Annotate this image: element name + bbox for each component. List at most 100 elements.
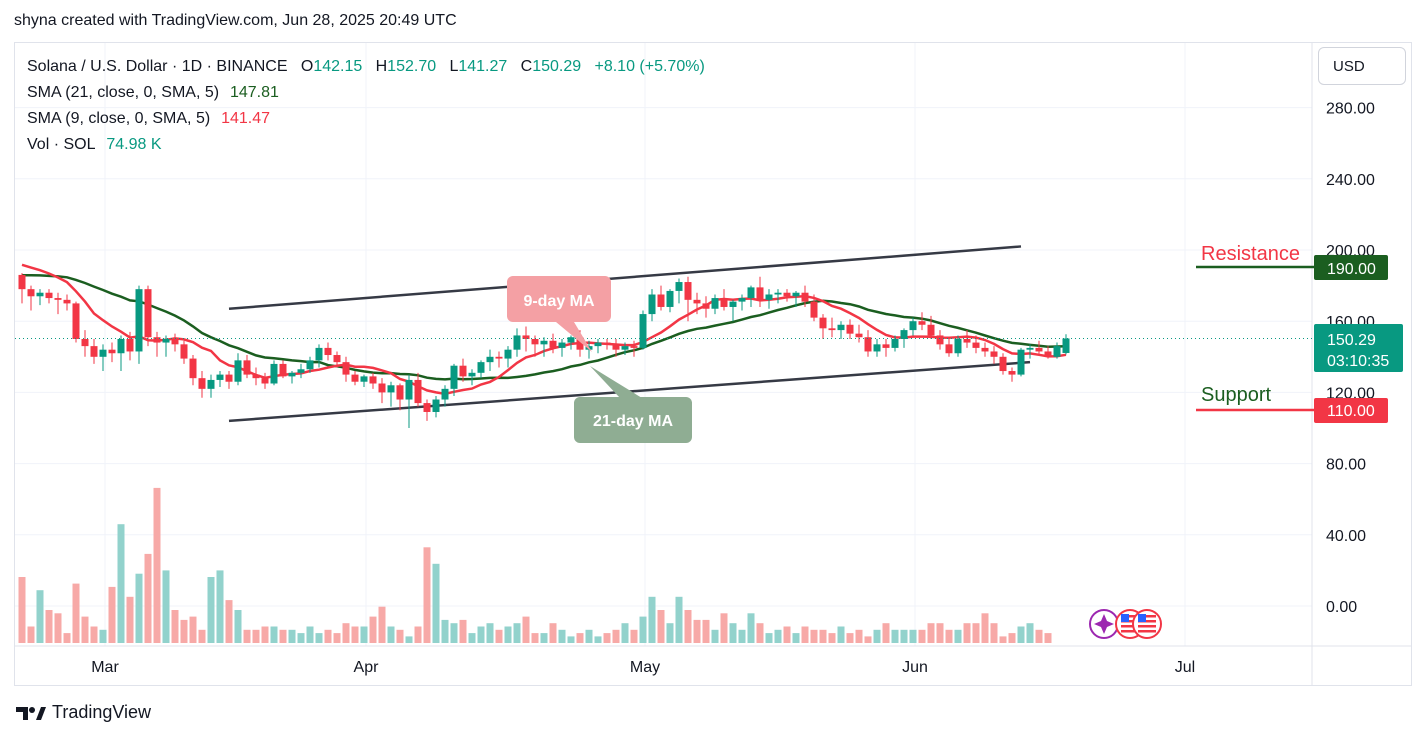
candle	[630, 340, 638, 357]
candle	[684, 276, 692, 322]
candle-body	[261, 378, 269, 384]
candle-body	[567, 337, 575, 343]
volume-bar	[630, 629, 638, 643]
candle-body	[846, 324, 854, 334]
ma9-callout-pointer	[556, 322, 592, 352]
volume-bar	[117, 524, 125, 643]
candle-body	[711, 298, 719, 309]
volume-bar	[1026, 623, 1034, 643]
candle	[774, 289, 782, 304]
candle	[459, 358, 467, 382]
candle-body	[486, 356, 494, 363]
candle	[441, 385, 449, 407]
volume-bar	[261, 626, 269, 643]
sma9-label: SMA (9, close, 0, SMA, 5)	[27, 110, 211, 127]
volume-bar	[999, 636, 1007, 643]
candle	[117, 335, 125, 372]
sma21-line	[21, 273, 1067, 381]
candle	[738, 294, 746, 311]
candle-body	[36, 292, 44, 297]
candle	[531, 335, 539, 357]
candle	[837, 321, 845, 339]
volume-bar	[819, 629, 827, 643]
candle	[729, 299, 737, 322]
resistance-marker: Resistance 190.00	[1196, 243, 1388, 280]
candle	[54, 292, 62, 315]
candle	[567, 335, 575, 350]
candle-body	[819, 317, 827, 329]
volume-bar	[693, 619, 701, 643]
chart-frame[interactable]	[14, 42, 1412, 686]
volume-bar	[54, 613, 62, 643]
candle-body	[576, 337, 584, 350]
volume-bar	[279, 629, 287, 643]
candle-body	[729, 301, 737, 307]
support-marker: Support 110.00	[1196, 384, 1388, 423]
candle-body	[477, 362, 485, 373]
currency-button[interactable]: USD	[1318, 47, 1406, 85]
candle	[207, 374, 215, 398]
volume-bar	[459, 619, 467, 643]
candle	[18, 273, 26, 304]
candle	[675, 278, 683, 304]
candle	[747, 285, 755, 307]
volume-bar	[900, 629, 908, 643]
candle	[135, 285, 143, 364]
candle	[855, 324, 863, 343]
volume-bar	[288, 629, 296, 643]
volume-bar	[360, 626, 368, 643]
legend-volume-row[interactable]: Vol · SOL 74.98 K	[27, 132, 705, 158]
symbol-label[interactable]: Solana / U.S. Dollar · 1D · BINANCE	[27, 58, 288, 75]
ma9-callout-text: 9-day MA	[523, 293, 595, 310]
ma21-callout: 21-day MA	[574, 366, 692, 443]
candle-body	[954, 339, 962, 354]
candle	[513, 328, 521, 357]
support-badge-text: 110.00	[1327, 403, 1375, 420]
candle-body	[1035, 347, 1043, 352]
candle-body	[234, 360, 242, 382]
candle-body	[63, 299, 71, 304]
candle	[936, 330, 944, 350]
candle-body	[1044, 351, 1052, 357]
sparkle-star	[1094, 614, 1114, 634]
volume-bars	[18, 487, 1052, 643]
volume-bar	[441, 619, 449, 643]
volume-bar	[756, 623, 764, 643]
candle	[1062, 334, 1070, 355]
legend-sma21-row[interactable]: SMA (21, close, 0, SMA, 5) 147.81	[27, 80, 705, 106]
candle-body	[1026, 347, 1034, 350]
candle-body	[1062, 338, 1070, 353]
us-flag-icon-2-stripe	[1138, 615, 1156, 618]
volume-bar	[396, 629, 404, 643]
volume-bar	[1044, 633, 1052, 643]
volume-bar	[576, 633, 584, 643]
candle	[315, 344, 323, 368]
candle	[27, 285, 35, 311]
volume-bar	[729, 623, 737, 643]
volume-label: Vol · SOL	[27, 136, 96, 153]
candle	[783, 289, 791, 302]
volume-bar	[945, 629, 953, 643]
volume-bar	[918, 629, 926, 643]
volume-bar	[864, 636, 872, 643]
tradingview-logo[interactable]: TradingView	[16, 702, 151, 723]
y-tick-label: 280.00	[1326, 101, 1375, 118]
x-tick-label: Jun	[902, 659, 928, 676]
us-flag-icon-stripe	[1121, 625, 1139, 628]
volume-bar	[423, 547, 431, 643]
candle	[702, 296, 710, 318]
candle	[126, 331, 134, 361]
candle-body	[333, 355, 341, 363]
candle	[801, 285, 809, 307]
candle	[765, 289, 773, 309]
candle-body	[252, 374, 260, 379]
candle-body	[117, 339, 125, 354]
candle	[909, 317, 917, 336]
candle	[414, 372, 422, 407]
candle-body	[927, 324, 935, 336]
volume-bar	[306, 626, 314, 643]
legend-sma9-row[interactable]: SMA (9, close, 0, SMA, 5) 141.47	[27, 106, 705, 132]
candle	[423, 399, 431, 421]
volume-bar	[351, 626, 359, 643]
